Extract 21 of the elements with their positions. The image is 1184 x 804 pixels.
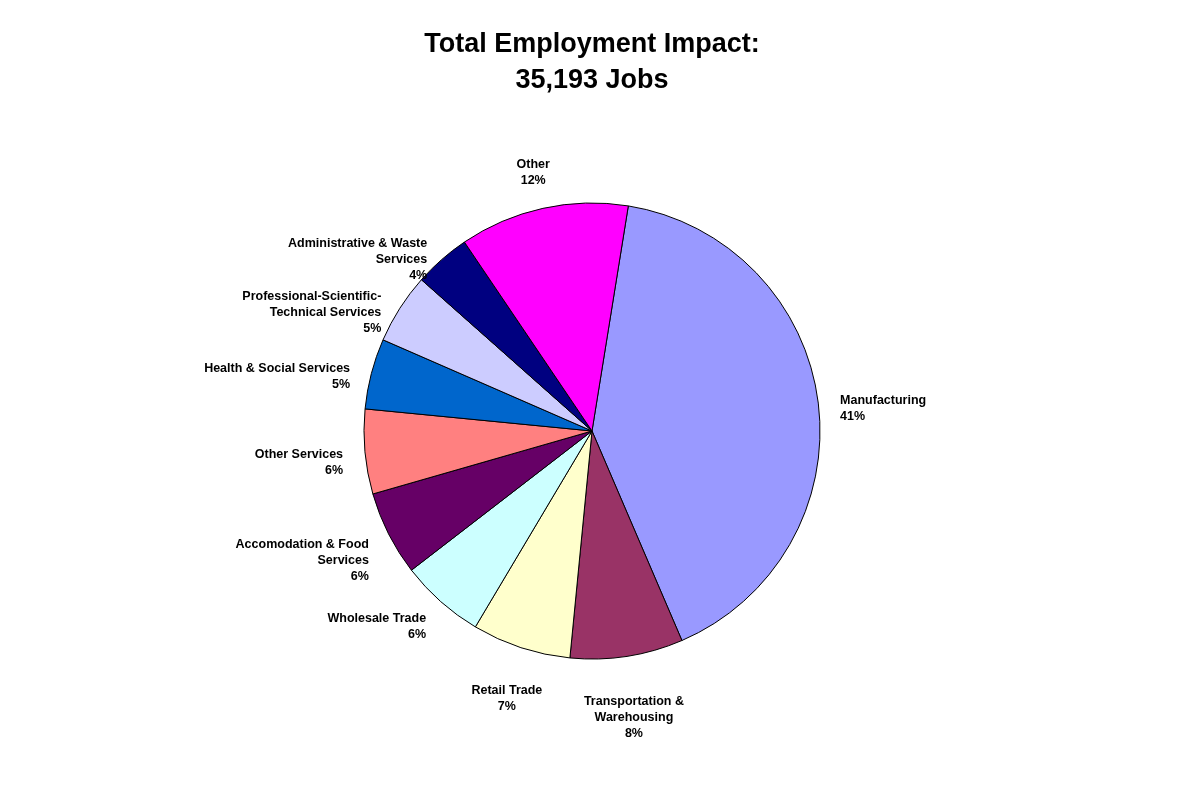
slice-label: Manufacturing — [840, 393, 927, 408]
data-label: 7% — [497, 699, 516, 714]
chart-title: Total Employment Impact: 35,193 Jobs — [424, 28, 760, 94]
data-label: 6% — [408, 627, 427, 642]
data-label: 6% — [324, 462, 344, 477]
slice-label: Retail Trade — [471, 683, 543, 698]
slice-label: Accomodation & Food Services — [235, 536, 369, 567]
slice-label: Other Services — [254, 446, 344, 461]
slice-label: Transportation & Warehousing — [583, 693, 684, 724]
slice-label: Administrative & Waste Services — [288, 235, 428, 266]
data-label: 8% — [624, 725, 643, 740]
data-label: 5% — [363, 321, 382, 336]
slice-label: Other — [516, 157, 551, 172]
data-label: 12% — [520, 173, 546, 188]
slice-label: Wholesale Trade — [327, 611, 427, 626]
data-label: 41% — [840, 409, 866, 424]
slice-label: Professional-Scientific-Technical Services — [242, 289, 382, 320]
data-label: 6% — [350, 568, 369, 583]
data-label: 4% — [409, 267, 428, 282]
data-label: 5% — [331, 377, 351, 392]
slice-label: Health & Social Services — [204, 361, 351, 376]
